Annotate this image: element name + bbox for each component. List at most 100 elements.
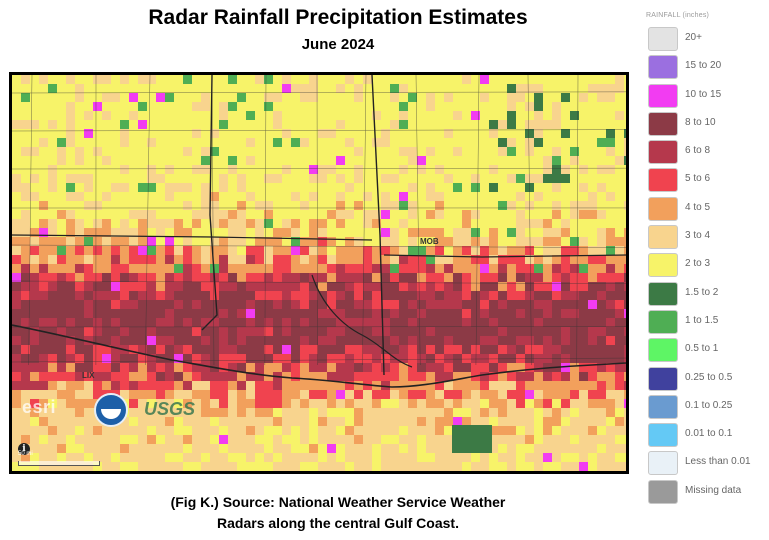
rainfall-cell — [156, 453, 165, 462]
rainfall-cell — [291, 336, 300, 345]
rainfall-cell — [102, 147, 111, 156]
rainfall-cell — [21, 255, 30, 264]
rainfall-cell — [39, 102, 48, 111]
legend-item: 10 to 15 — [646, 81, 766, 109]
rainfall-cell — [372, 354, 381, 363]
rainfall-cell — [102, 210, 111, 219]
rainfall-cell — [444, 228, 453, 237]
rainfall-cell — [408, 84, 417, 93]
rainfall-cell — [462, 129, 471, 138]
rainfall-cell — [156, 246, 165, 255]
rainfall-cell — [39, 219, 48, 228]
rainfall-cell — [372, 228, 381, 237]
legend-swatch — [648, 451, 678, 476]
rainfall-cell — [84, 264, 93, 273]
rainfall-cell — [372, 273, 381, 282]
rainfall-cell — [327, 273, 336, 282]
rainfall-cell — [120, 174, 129, 183]
rainfall-cell — [66, 75, 75, 84]
rainfall-cell — [480, 462, 489, 471]
rainfall-cell — [525, 435, 534, 444]
rainfall-cell — [21, 453, 30, 462]
rainfall-cell — [588, 336, 597, 345]
rainfall-cell — [228, 201, 237, 210]
rainfall-cell — [309, 237, 318, 246]
rainfall-cell — [66, 363, 75, 372]
county-line — [527, 75, 532, 366]
rainfall-cell — [246, 372, 255, 381]
rainfall-cell — [318, 138, 327, 147]
rainfall-cell — [480, 93, 489, 102]
rainfall-cell — [309, 246, 318, 255]
rainfall-cell — [570, 300, 579, 309]
rainfall-cell — [210, 300, 219, 309]
rainfall-cell — [462, 255, 471, 264]
rainfall-cell — [336, 435, 345, 444]
page-title: Radar Rainfall Precipitation Estimates — [148, 6, 528, 29]
rainfall-cell — [615, 444, 624, 453]
rainfall-cell — [84, 444, 93, 453]
rainfall-cell — [147, 201, 156, 210]
rainfall-cell — [57, 336, 66, 345]
rainfall-cell — [390, 102, 399, 111]
rainfall-cell — [228, 453, 237, 462]
rainfall-cell — [210, 210, 219, 219]
rainfall-cell — [480, 327, 489, 336]
rainfall-cell — [408, 228, 417, 237]
rainfall-cell — [561, 417, 570, 426]
rainfall-cell — [12, 156, 21, 165]
rainfall-cell — [552, 300, 561, 309]
rainfall-cell — [570, 408, 579, 417]
rainfall-cell — [453, 165, 462, 174]
rainfall-cell — [561, 381, 570, 390]
rainfall-cell — [489, 363, 498, 372]
rainfall-cell — [201, 399, 210, 408]
rainfall-cell — [165, 138, 174, 147]
rainfall-cell — [615, 183, 624, 192]
rainfall-cell — [291, 363, 300, 372]
rainfall-cell — [606, 327, 615, 336]
rainfall-cell — [516, 390, 525, 399]
rainfall-cell — [435, 165, 444, 174]
rainfall-cell — [39, 228, 48, 237]
rainfall-cell — [255, 129, 264, 138]
rainfall-cell — [273, 273, 282, 282]
rainfall-cell — [624, 318, 626, 327]
rainfall-cell — [399, 336, 408, 345]
rainfall-cell — [219, 327, 228, 336]
rainfall-cell — [507, 336, 516, 345]
rainfall-cell — [138, 399, 147, 408]
rainfall-cell — [84, 201, 93, 210]
rainfall-cell — [57, 327, 66, 336]
rainfall-cell — [561, 291, 570, 300]
rainfall-cell — [417, 102, 426, 111]
rainfall-cell — [417, 111, 426, 120]
rainfall-cell — [498, 138, 507, 147]
rainfall-cell — [543, 372, 552, 381]
rainfall-cell — [192, 381, 201, 390]
rainfall-cell — [435, 453, 444, 462]
rainfall-cell — [570, 192, 579, 201]
rainfall-cell — [561, 462, 570, 471]
rainfall-cell — [588, 381, 597, 390]
info-icon[interactable]: i — [18, 443, 30, 455]
rainfall-cell — [75, 219, 84, 228]
legend-swatch — [648, 27, 678, 51]
rainfall-cell — [282, 435, 291, 444]
legend-item: 1.5 to 2 — [646, 279, 766, 307]
rainfall-cell — [48, 219, 57, 228]
rainfall-map[interactable]: esri USGS LIX MOB i 50 mi — [9, 72, 629, 474]
rainfall-cell — [30, 93, 39, 102]
rainfall-cell — [84, 345, 93, 354]
rainfall-cell — [561, 300, 570, 309]
rainfall-cell — [561, 84, 570, 93]
rainfall-cell — [111, 372, 120, 381]
rainfall-cell — [624, 426, 626, 435]
rainfall-cell — [183, 111, 192, 120]
rainfall-cell — [210, 93, 219, 102]
rainfall-cell — [246, 165, 255, 174]
rainfall-cell — [111, 183, 120, 192]
rainfall-cell — [183, 300, 192, 309]
rainfall-cell — [534, 300, 543, 309]
rainfall-cell — [507, 327, 516, 336]
